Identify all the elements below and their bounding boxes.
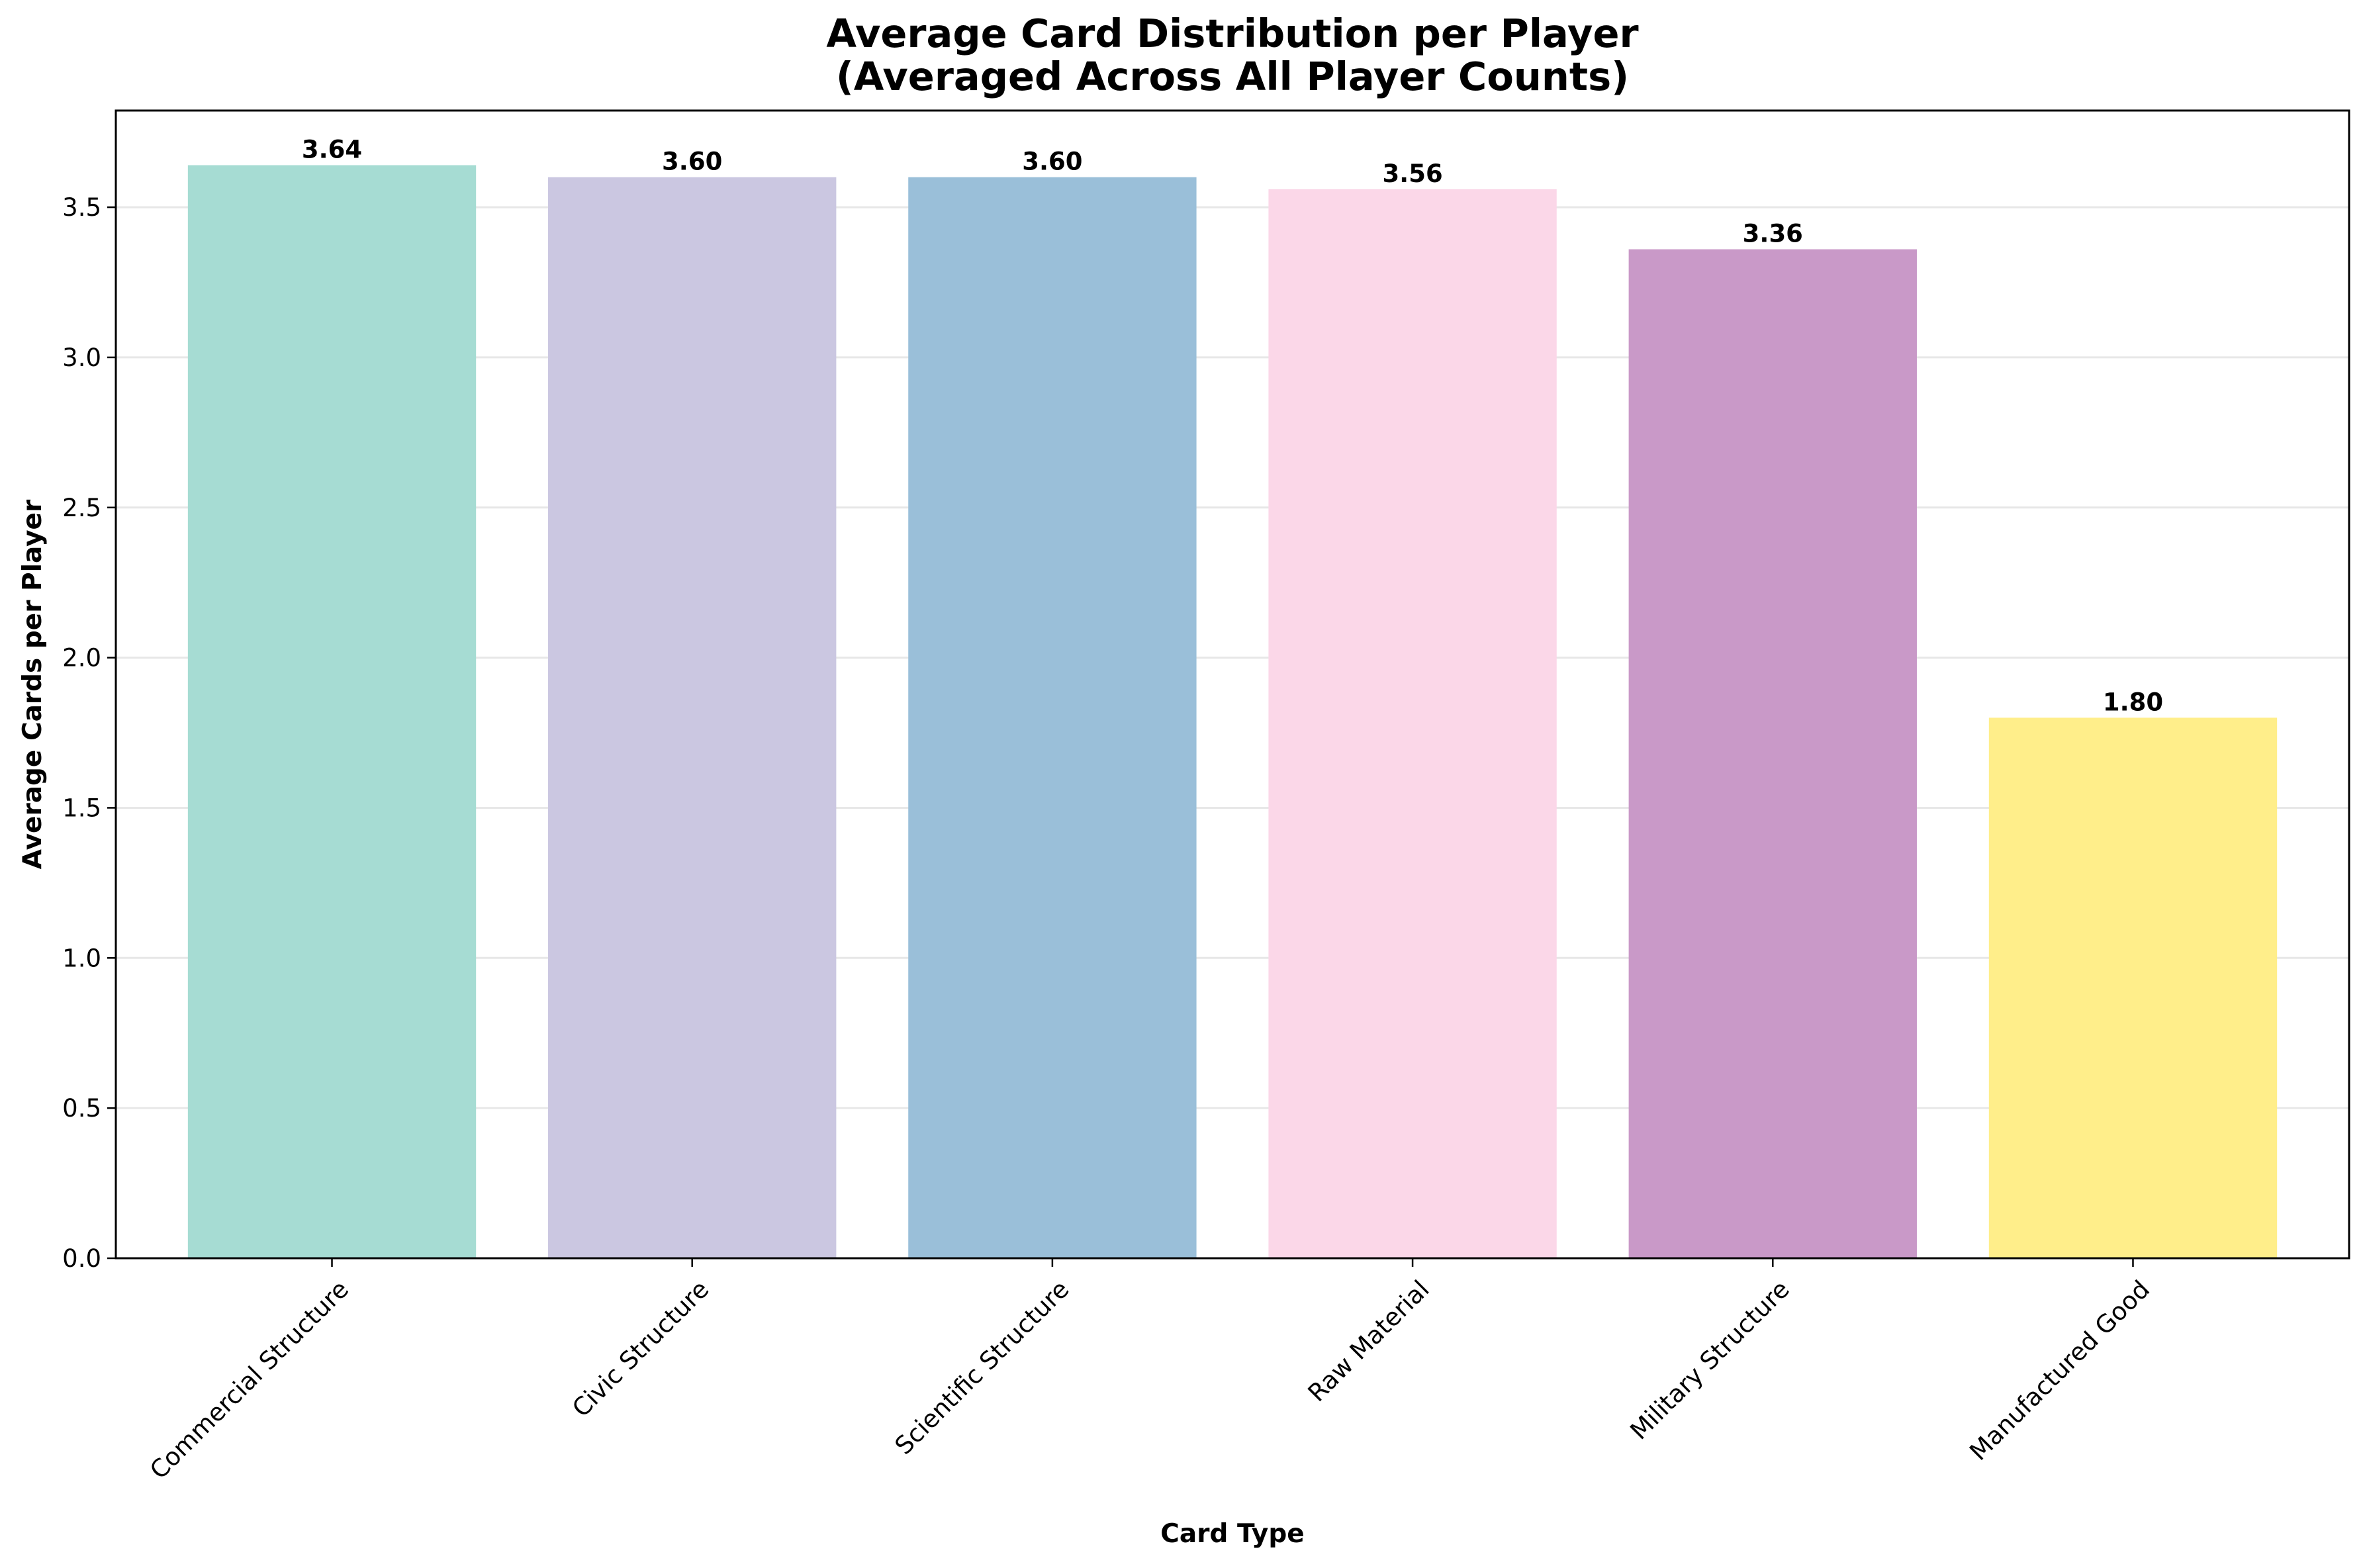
bar <box>1988 717 2278 1258</box>
x-tick-label: Scientific Structure <box>890 1275 1075 1460</box>
bar <box>1268 189 1557 1258</box>
x-tick-label: Commercial Structure <box>144 1275 354 1485</box>
bar <box>1628 249 1917 1259</box>
x-axis-label: Card Type <box>1160 1519 1304 1549</box>
y-tick-label: 2.5 <box>62 494 101 522</box>
y-tick-label: 3.5 <box>62 193 101 222</box>
x-tick-label: Military Structure <box>1625 1275 1795 1445</box>
bar <box>548 177 837 1258</box>
x-tick-label: Civic Structure <box>567 1275 714 1422</box>
y-gridlines <box>116 206 2349 1260</box>
bars <box>187 165 2278 1259</box>
data-label: 3.36 <box>1743 220 1803 248</box>
bar <box>908 177 1197 1258</box>
x-tick-label: Manufactured Good <box>1964 1275 2155 1466</box>
y-tick-label: 0.0 <box>62 1244 101 1273</box>
plot-frame <box>115 109 2350 1260</box>
data-label: 3.60 <box>662 148 722 176</box>
bar <box>187 165 477 1259</box>
y-tick-label: 0.5 <box>62 1094 101 1123</box>
data-label: 3.60 <box>1022 148 1082 176</box>
chart-subtitle: (Averaged Across All Player Counts) <box>836 54 1629 99</box>
chart-title: Average Card Distribution per Player <box>826 11 1638 56</box>
y-axis-ticks: 0.0 0.5 1.0 1.5 2.0 2.5 3.0 3.5 <box>62 193 116 1273</box>
y-tick-label: 2.0 <box>62 644 101 672</box>
y-axis-label: Average Cards per Player <box>18 499 48 869</box>
data-label: 3.56 <box>1382 160 1442 188</box>
x-tick-label: Raw Material <box>1303 1275 1435 1407</box>
y-tick-label: 1.0 <box>62 944 101 972</box>
data-label: 3.64 <box>302 136 362 164</box>
y-tick-label: 3.0 <box>62 344 101 372</box>
x-axis-ticks: Commercial Structure Civic Structure Scien… <box>144 1258 2155 1485</box>
data-label: 1.80 <box>2103 688 2163 716</box>
y-tick-label: 1.5 <box>62 794 101 822</box>
data-labels: 3.64 3.60 3.60 3.56 3.36 1.80 <box>302 136 2163 717</box>
